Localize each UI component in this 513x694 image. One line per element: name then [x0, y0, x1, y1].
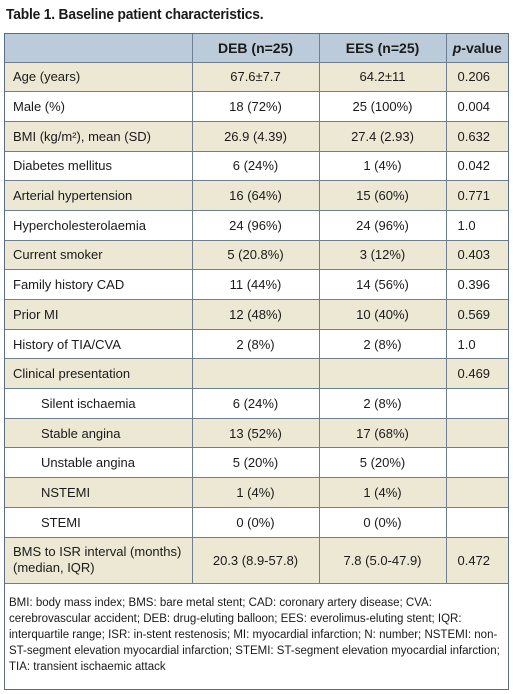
p-value: 0.396: [446, 269, 508, 300]
deb-value: 67.6±7.7: [192, 62, 320, 93]
row-label: History of TIA/CVA: [5, 329, 193, 360]
table-row: Silent ischaemia 6 (24%) 2 (8%): [5, 388, 508, 419]
p-value: 0.004: [446, 91, 508, 122]
table-row: Unstable angina 5 (20%) 5 (20%): [5, 447, 508, 479]
p-value: 0.469: [446, 358, 508, 390]
p-value: [446, 507, 508, 538]
ees-value: 17 (68%): [319, 418, 447, 449]
row-label: Family history CAD: [5, 269, 193, 300]
table-row: Diabetes mellitus 6 (24%) 1 (4%) 0.042: [5, 151, 508, 182]
deb-value: 18 (72%): [192, 91, 320, 122]
ees-value: 64.2±11: [319, 62, 447, 93]
header-deb: DEB (n=25): [192, 34, 320, 63]
ees-value: 3 (12%): [319, 240, 447, 271]
table-row: Stable angina 13 (52%) 17 (68%): [5, 418, 508, 449]
row-label: Silent ischaemia: [5, 388, 193, 419]
deb-value: 5 (20%): [192, 447, 320, 479]
deb-value: 13 (52%): [192, 418, 320, 449]
deb-value: 26.9 (4.39): [192, 121, 320, 152]
ees-value: 1 (4%): [319, 477, 447, 508]
ees-value: 1 (4%): [319, 151, 447, 182]
p-value: [446, 447, 508, 479]
ees-value: [319, 358, 447, 390]
row-label: Current smoker: [5, 240, 193, 271]
row-label: Stable angina: [5, 418, 193, 449]
table-row: BMI (kg/m²), mean (SD) 26.9 (4.39) 27.4 …: [5, 121, 508, 152]
p-value: 0.632: [446, 121, 508, 152]
table-row: NSTEMI 1 (4%) 1 (4%): [5, 477, 508, 508]
p-value: [446, 388, 508, 419]
deb-value: 11 (44%): [192, 269, 320, 300]
row-label: BMS to ISR interval (months) (median, IQ…: [5, 537, 193, 584]
deb-value: 5 (20.8%): [192, 240, 320, 271]
deb-value: 24 (96%): [192, 210, 320, 241]
deb-value: 2 (8%): [192, 329, 320, 360]
baseline-characteristics-table: DEB (n=25) EES (n=25) p-value Age (years…: [5, 34, 508, 584]
p-value: [446, 418, 508, 449]
row-label: Arterial hypertension: [5, 180, 193, 211]
deb-value: 20.3 (8.9-57.8): [192, 537, 320, 584]
row-label: Hypercholesterolaemia: [5, 210, 193, 241]
row-label: Unstable angina: [5, 447, 193, 479]
p-value: 0.403: [446, 240, 508, 271]
row-label: NSTEMI: [5, 477, 193, 508]
ees-value: 15 (60%): [319, 180, 447, 211]
ees-value: 5 (20%): [319, 447, 447, 479]
table-footnote: BMI: body mass index; BMS: bare metal st…: [9, 597, 500, 673]
ees-value: 0 (0%): [319, 507, 447, 538]
header-ees: EES (n=25): [319, 34, 447, 63]
header-p-rest: -value: [461, 39, 502, 56]
p-value: 1.0: [446, 210, 508, 241]
deb-value: 16 (64%): [192, 180, 320, 211]
table-row: Prior MI 12 (48%) 10 (40%) 0.569: [5, 299, 508, 330]
p-value: 0.771: [446, 180, 508, 211]
deb-value: [192, 358, 320, 390]
p-value: 1.0: [446, 329, 508, 360]
row-label: Male (%): [5, 91, 193, 122]
p-value: [446, 477, 508, 508]
table-title: Table 1. Baseline patient characteristic…: [6, 6, 264, 23]
ees-value: 2 (8%): [319, 329, 447, 360]
deb-value: 6 (24%): [192, 151, 320, 182]
table-row: BMS to ISR interval (months) (median, IQ…: [5, 537, 508, 584]
table-row: Male (%) 18 (72%) 25 (100%) 0.004: [5, 91, 508, 122]
p-value: 0.206: [446, 62, 508, 93]
ees-value: 27.4 (2.93): [319, 121, 447, 152]
row-label: STEMI: [5, 507, 193, 538]
row-label: Prior MI: [5, 299, 193, 330]
deb-value: 12 (48%): [192, 299, 320, 330]
table-row: Arterial hypertension 16 (64%) 15 (60%) …: [5, 180, 508, 211]
table-row: Hypercholesterolaemia 24 (96%) 24 (96%) …: [5, 210, 508, 241]
header-p-italic: p: [452, 39, 462, 56]
ees-value: 24 (96%): [319, 210, 447, 241]
table-row: History of TIA/CVA 2 (8%) 2 (8%) 1.0: [5, 329, 508, 360]
deb-value: 1 (4%): [192, 477, 320, 508]
table-row: STEMI 0 (0%) 0 (0%): [5, 507, 508, 538]
p-value: 0.569: [446, 299, 508, 330]
deb-value: 6 (24%): [192, 388, 320, 419]
table-row: Age (years) 67.6±7.7 64.2±11 0.206: [5, 62, 508, 93]
header-label-column: [5, 34, 193, 63]
p-value: 0.042: [446, 151, 508, 182]
table-row: Clinical presentation 0.469: [5, 358, 508, 390]
table-row: Family history CAD 11 (44%) 14 (56%) 0.3…: [5, 269, 508, 300]
deb-value: 0 (0%): [192, 507, 320, 538]
row-label: BMI (kg/m²), mean (SD): [5, 121, 193, 152]
row-label: Age (years): [5, 62, 193, 93]
ees-value: 7.8 (5.0-47.9): [319, 537, 447, 584]
ees-value: 14 (56%): [319, 269, 447, 300]
table-frame: DEB (n=25) EES (n=25) p-value Age (years…: [4, 33, 509, 690]
table-row: Current smoker 5 (20.8%) 3 (12%) 0.403: [5, 240, 508, 271]
ees-value: 2 (8%): [319, 388, 447, 419]
table-header-row: DEB (n=25) EES (n=25) p-value: [5, 34, 508, 63]
p-value: 0.472: [446, 537, 508, 584]
header-p-value: p-value: [446, 34, 508, 63]
row-label: Diabetes mellitus: [5, 151, 193, 182]
ees-value: 10 (40%): [319, 299, 447, 330]
ees-value: 25 (100%): [319, 91, 447, 122]
row-label: Clinical presentation: [5, 358, 193, 390]
